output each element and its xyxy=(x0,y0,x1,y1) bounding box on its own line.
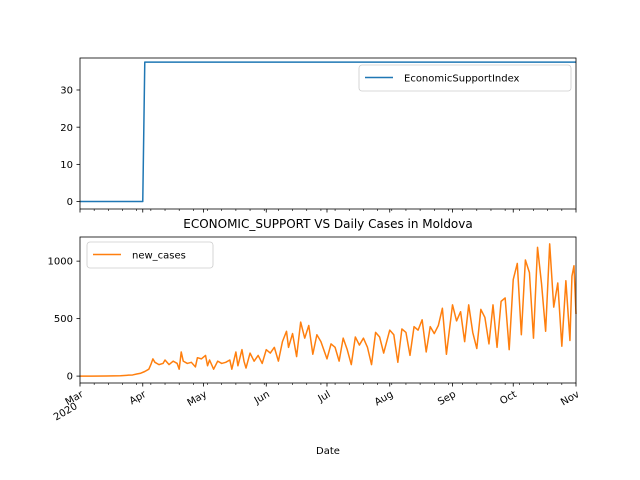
y-tick-label: 500 xyxy=(54,314,73,325)
top-legend: EconomicSupportIndex xyxy=(358,64,572,92)
y-tick-label: 0 xyxy=(67,372,73,383)
bottom-legend-box xyxy=(86,241,214,269)
bottom-legend: new_cases xyxy=(86,241,214,269)
new_cases-line xyxy=(80,243,577,377)
bottom-series-lines xyxy=(80,243,577,377)
top-axes-frame xyxy=(79,57,577,210)
top-legend-label: EconomicSupportIndex xyxy=(404,74,520,85)
EconomicSupportIndex-line xyxy=(80,61,576,203)
bottom-axes-frame xyxy=(79,236,577,384)
y-tick-label: 10 xyxy=(60,160,73,171)
y-tick-label: 20 xyxy=(60,123,73,134)
economic-support-panel: 0 10 20 30 EconomicSupportIndex xyxy=(60,57,577,213)
y-tick-label: 1000 xyxy=(48,257,73,268)
x-axis-title: Date xyxy=(316,446,340,457)
top-series-lines xyxy=(80,61,576,203)
y-tick-label: 30 xyxy=(60,86,73,97)
chart-title: ECONOMIC_SUPPORT VS Daily Cases in Moldo… xyxy=(183,217,472,231)
top-legend-box xyxy=(358,64,572,92)
top-axis-ticks: 0 10 20 30 xyxy=(60,86,577,213)
bottom-legend-label: new_cases xyxy=(132,251,186,262)
y-tick-label: 0 xyxy=(67,197,73,208)
